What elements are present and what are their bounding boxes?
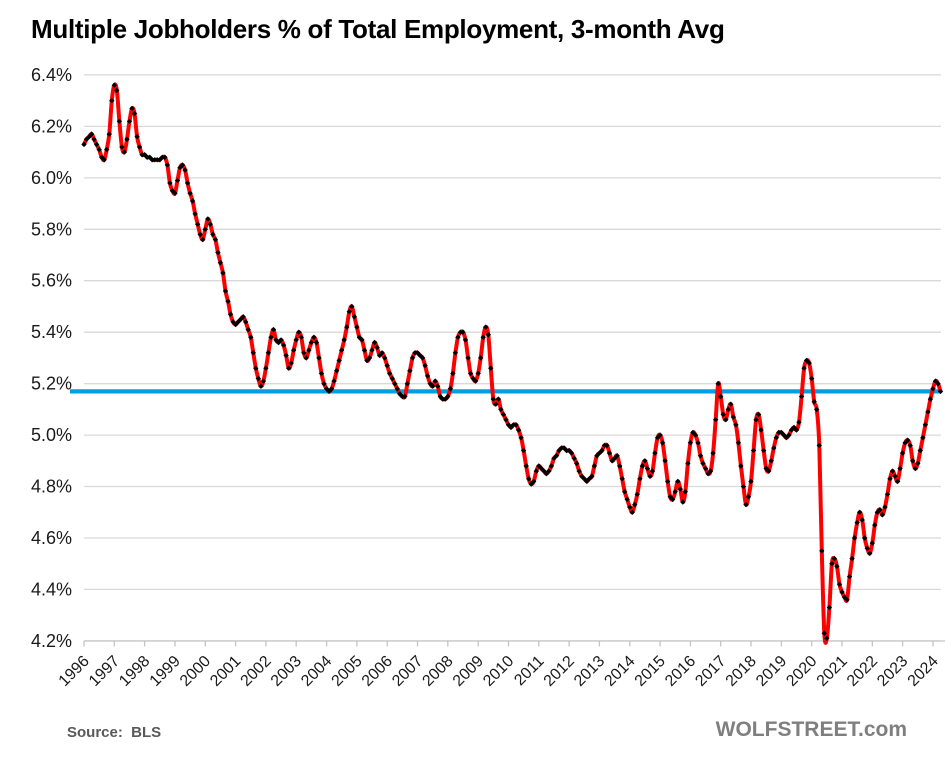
- x-tick-label: 2011: [511, 653, 547, 689]
- x-tick-label: 2007: [389, 653, 426, 690]
- x-tick-label: 2008: [419, 653, 456, 690]
- x-tick-label: 1996: [56, 653, 93, 690]
- x-axis: [83, 640, 945, 647]
- watermark-wolfstreet: WOLFSTREET.com: [715, 718, 907, 741]
- x-tick-label: 2023: [874, 653, 911, 690]
- x-tick-label: 2004: [298, 653, 335, 690]
- x-tick-label: 2018: [723, 653, 760, 690]
- x-tick-label: 2016: [662, 653, 699, 690]
- chart-plot: 4.2% 4.4% 4.6% 4.8% 5.0% 5.2% 5.4% 5.6% 5.8% 6.0%…: [31, 65, 945, 690]
- y-tick-label: 5.4%: [31, 322, 72, 342]
- x-tick-label: 1999: [147, 653, 184, 690]
- y-tick-label: 5.0%: [31, 425, 72, 445]
- y-tick-label: 4.2%: [31, 631, 72, 651]
- x-tick-label: 2017: [692, 653, 729, 690]
- x-tick-label: 2020: [783, 653, 820, 690]
- source-note: Source: BLS: [67, 724, 162, 741]
- x-tick-label: 1998: [116, 653, 153, 690]
- x-tick-label: 2001: [207, 653, 244, 690]
- x-tick-label: 2022: [844, 653, 881, 690]
- y-tick-label: 6.4%: [31, 65, 72, 85]
- y-axis-labels: 4.2% 4.4% 4.6% 4.8% 5.0% 5.2% 5.4% 5.6% 5.8% 6.0%…: [31, 65, 72, 651]
- x-tick-label: 1997: [86, 653, 123, 690]
- y-tick-label: 5.2%: [31, 374, 72, 394]
- y-tick-label: 4.6%: [31, 528, 72, 548]
- y-tick-label: 5.6%: [31, 271, 72, 291]
- x-tick-label: 2010: [480, 653, 517, 690]
- x-tick-label: 2015: [632, 653, 669, 690]
- x-tick-label: 2000: [177, 653, 214, 690]
- x-tick-label: 2014: [601, 653, 638, 690]
- series-line: [82, 82, 943, 645]
- chart-title: Multiple Jobholders % of Total Employmen…: [31, 14, 725, 44]
- x-tick-label: 2019: [753, 653, 790, 690]
- x-tick-label: 2006: [359, 653, 396, 690]
- x-tick-label: 2003: [268, 653, 305, 690]
- y-tick-label: 6.0%: [31, 168, 72, 188]
- x-axis-labels: 1996199719981999200020012002200320042005…: [56, 653, 942, 690]
- y-tick-label: 5.8%: [31, 219, 72, 239]
- y-tick-label: 4.4%: [31, 579, 72, 599]
- series-markers: [81, 82, 944, 641]
- x-tick-label: 2012: [541, 653, 578, 690]
- y-tick-label: 4.8%: [31, 477, 72, 497]
- y-gridlines: [84, 74, 941, 642]
- x-tick-label: 2013: [571, 653, 608, 690]
- x-tick-label: 2009: [450, 653, 487, 690]
- x-tick-label: 2005: [329, 653, 366, 690]
- x-tick-label: 2024: [905, 653, 942, 690]
- y-tick-label: 6.2%: [31, 116, 72, 136]
- x-tick-label: 2021: [814, 653, 851, 690]
- x-tick-label: 2002: [238, 653, 275, 690]
